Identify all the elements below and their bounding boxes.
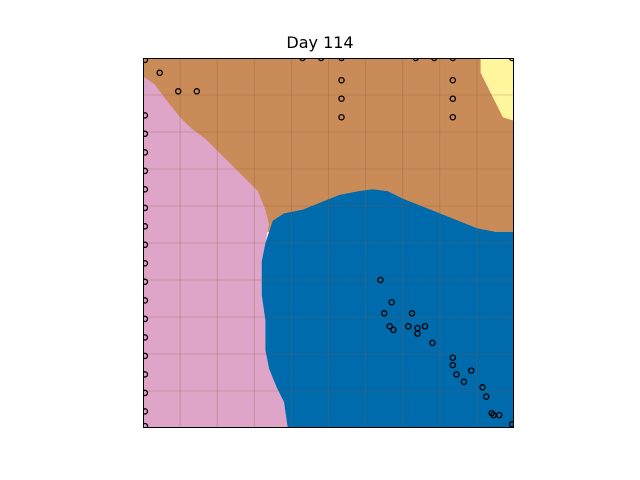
region-yellow [480, 58, 514, 121]
marker-point [449, 113, 457, 121]
marker-point [338, 76, 345, 84]
marker-point [479, 384, 486, 391]
marker-point [143, 58, 149, 64]
marker-point [317, 58, 325, 62]
marker-point [156, 69, 163, 77]
marker-point [508, 421, 514, 428]
marker-point [143, 278, 149, 286]
marker-point [143, 315, 149, 323]
marker-point [449, 95, 457, 102]
marker-point [405, 323, 412, 330]
marker-point [299, 58, 306, 62]
marker-point [482, 393, 490, 400]
marker-point [449, 58, 457, 62]
marker-point [408, 310, 416, 317]
marker-point [495, 411, 503, 419]
marker-point [414, 330, 421, 337]
marker-point [143, 297, 149, 304]
marker-point [143, 334, 149, 341]
marker-layer [143, 58, 514, 428]
marker-point [143, 204, 149, 212]
marker-point [386, 323, 393, 330]
marker-point [143, 241, 149, 249]
map-plot [143, 58, 514, 428]
plot-title: Day 114 [286, 33, 354, 52]
marker-point [449, 354, 457, 361]
marker-point [429, 339, 436, 347]
marker-point [338, 113, 345, 121]
marker-point [143, 149, 149, 156]
marker-point [338, 58, 345, 62]
marker-point [174, 88, 182, 95]
grid-layer [143, 58, 514, 428]
marker-point [143, 389, 149, 397]
marker-point [449, 76, 457, 84]
marker-point [412, 58, 419, 62]
marker-point [377, 276, 384, 284]
marker-point [430, 58, 438, 62]
region-blue [261, 189, 514, 428]
marker-point [143, 260, 149, 267]
marker-point [143, 422, 149, 428]
marker-point [390, 326, 397, 334]
marker-point [193, 88, 201, 95]
plot-frame [143, 58, 514, 428]
marker-point [143, 167, 149, 175]
region-pink [143, 76, 288, 428]
marker-point [508, 58, 514, 62]
marker-point [143, 371, 149, 378]
marker-point [143, 112, 149, 119]
marker-point [421, 323, 429, 330]
marker-point [468, 367, 475, 374]
marker-point [453, 371, 460, 378]
marker-point [388, 298, 395, 306]
region-layer [143, 58, 514, 428]
marker-point [143, 352, 149, 360]
marker-point [338, 95, 345, 102]
marker-point [143, 130, 149, 138]
marker-point [143, 408, 149, 415]
marker-point [460, 378, 468, 386]
marker-point [143, 223, 149, 230]
marker-point [380, 310, 388, 317]
marker-point [449, 361, 457, 369]
marker-point [143, 186, 149, 193]
